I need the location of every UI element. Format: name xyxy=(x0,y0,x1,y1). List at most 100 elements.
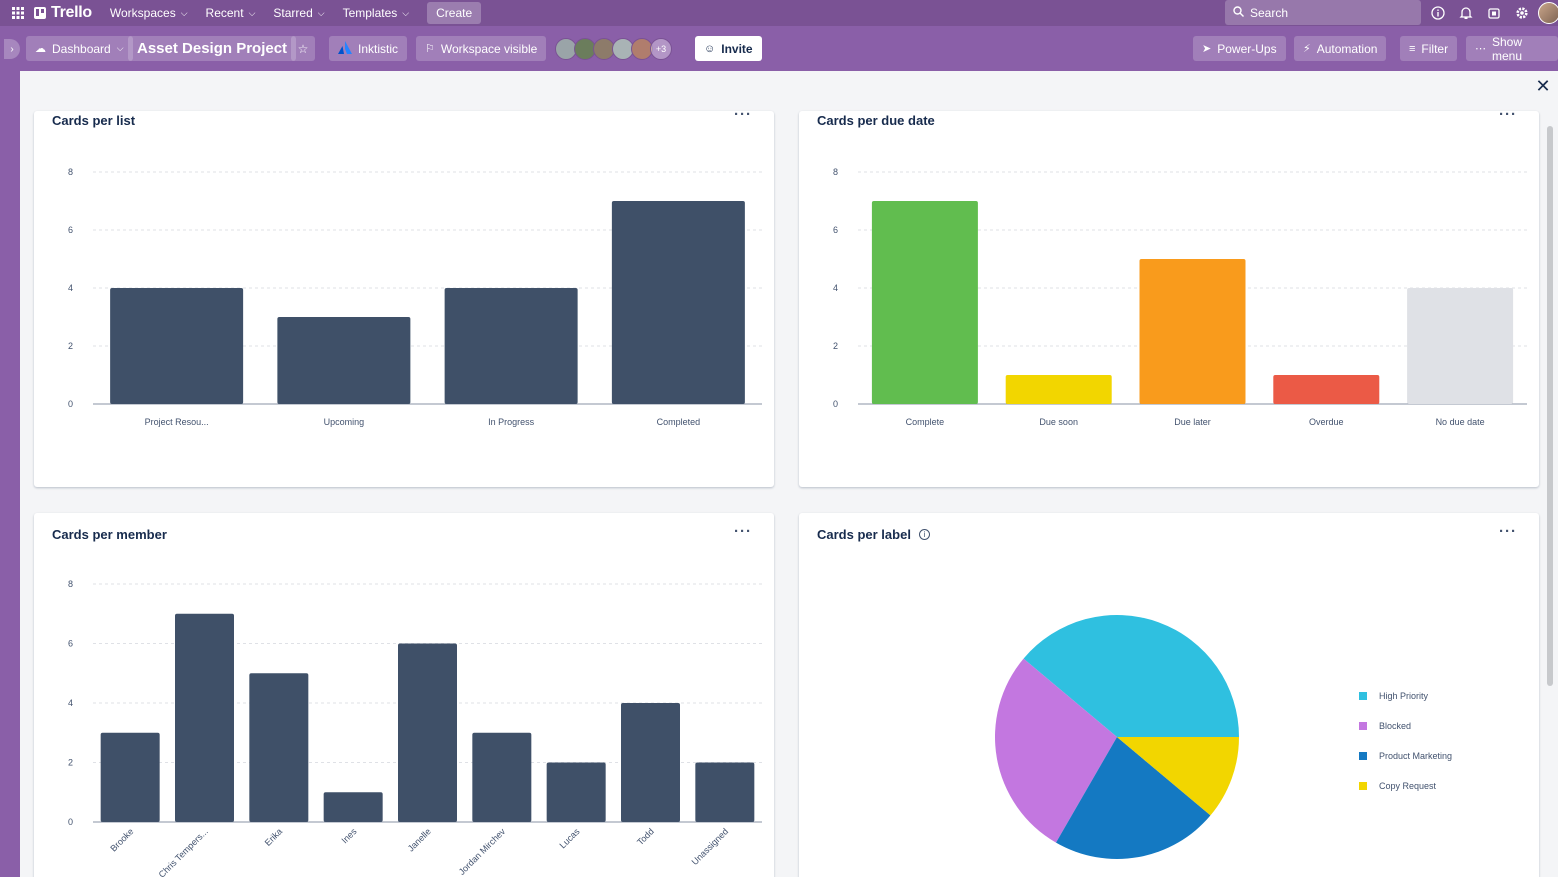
chevron-down-icon: ⌵ xyxy=(248,7,256,18)
x-tick-label: Janelle xyxy=(406,826,433,853)
bar xyxy=(1005,375,1112,404)
card-menu-icon[interactable]: ··· xyxy=(1499,523,1517,540)
nav-recent[interactable]: Recent ⌵ xyxy=(206,6,256,20)
y-tick-label: 2 xyxy=(68,758,73,768)
chevron-down-icon: ⌵ xyxy=(116,43,124,53)
pie-legend: High Priority Blocked Product Marketing … xyxy=(1359,681,1452,801)
board-title[interactable]: Asset Design Project xyxy=(128,36,297,61)
bar xyxy=(398,643,457,822)
bar xyxy=(100,732,160,822)
trello-logo[interactable]: Trello xyxy=(34,4,92,22)
card-menu-icon[interactable]: ··· xyxy=(734,523,752,540)
y-tick-label: 2 xyxy=(68,341,73,351)
x-tick-label: Project Resou... xyxy=(145,417,209,427)
x-tick-label: Overdue xyxy=(1309,417,1344,427)
more-members-badge[interactable]: +3 xyxy=(650,38,672,60)
x-tick-label: Upcoming xyxy=(324,417,365,427)
card-title: Cards per list xyxy=(52,113,136,128)
star-icon: ☆ xyxy=(297,41,309,56)
settings-gear-icon[interactable] xyxy=(1512,3,1531,22)
workspace-members-icon: ⚐ xyxy=(425,43,435,55)
y-tick-label: 8 xyxy=(68,579,73,589)
scrollbar[interactable] xyxy=(1547,126,1553,686)
dashboard-panel: ✕ Cards per list ··· 0 2 4 6 8 Project Resou.… xyxy=(20,71,1558,877)
legend-label: Copy Request xyxy=(1379,781,1437,791)
notifications-bell-icon[interactable] xyxy=(1456,3,1475,22)
automation-label: Automation xyxy=(1316,41,1378,56)
board-header: › ☁ Dashboard ⌵ Asset Design Project ☆ I… xyxy=(0,32,1558,66)
board-view-switcher[interactable]: ☁ Dashboard ⌵ xyxy=(26,36,133,61)
power-ups-label: Power-Ups xyxy=(1217,41,1277,56)
visibility-label: Workspace visible xyxy=(440,41,538,56)
chevron-down-icon: ⌵ xyxy=(402,7,410,18)
y-tick-label: 0 xyxy=(68,399,73,409)
nav-templates[interactable]: Templates ⌵ xyxy=(343,6,410,20)
create-button[interactable]: Create xyxy=(427,2,482,24)
x-tick-label: Brooke xyxy=(108,826,135,853)
workspace-name: Inktistic xyxy=(358,41,399,56)
star-board-button[interactable]: ☆ xyxy=(291,36,315,61)
legend-label: High Priority xyxy=(1379,691,1429,701)
show-menu-label: Show menu xyxy=(1492,34,1523,63)
nav-workspaces[interactable]: Workspaces ⌵ xyxy=(110,6,188,20)
board-members[interactable]: +3 xyxy=(555,38,672,60)
bar xyxy=(621,703,680,822)
cards-per-list-chart: 0 2 4 6 8 Project Resou... Upcoming In Progress… xyxy=(68,167,762,427)
bar xyxy=(444,288,578,404)
y-tick-label: 8 xyxy=(833,167,838,177)
legend-swatch xyxy=(1359,782,1367,790)
legend-swatch xyxy=(1359,722,1367,730)
nav-recent-label: Recent xyxy=(205,6,244,20)
x-tick-label: Chris Tempers... xyxy=(157,826,210,877)
trello-logo-icon xyxy=(34,7,46,19)
close-icon[interactable]: ✕ xyxy=(1535,75,1551,96)
sidebar-expand-button[interactable]: › xyxy=(4,39,20,59)
atlassian-marketplace-icon[interactable] xyxy=(1484,3,1503,22)
cards-per-member-chart: 0 2 4 6 8 Brooke Chris Tempers... Erika Ines Jane… xyxy=(68,579,762,877)
power-ups-button[interactable]: ➤ Power-Ups xyxy=(1193,36,1286,61)
cards-per-due-date-chart: 0 2 4 6 8 Complete Due soon Due later Overdue No … xyxy=(833,167,1527,427)
invite-button[interactable]: ☺ Invite xyxy=(695,36,762,61)
search-input[interactable]: Search xyxy=(1225,0,1421,25)
add-person-icon: ☺ xyxy=(704,42,716,55)
info-icon[interactable] xyxy=(1428,3,1447,22)
bar xyxy=(1273,375,1380,404)
legend-label: Product Marketing xyxy=(1379,751,1453,761)
bar xyxy=(611,201,745,404)
card-menu-icon[interactable]: ··· xyxy=(734,106,752,123)
card-title: Cards per member xyxy=(52,527,167,542)
nav-templates-label: Templates xyxy=(342,6,398,20)
pie-slice xyxy=(1023,615,1239,737)
search-icon xyxy=(1233,5,1244,20)
visibility-button[interactable]: ⚐ Workspace visible xyxy=(416,36,547,61)
show-menu-button[interactable]: ⋯ Show menu xyxy=(1466,34,1558,63)
filter-label: Filter xyxy=(1421,41,1449,56)
x-tick-label: Lucas xyxy=(558,826,582,850)
bar xyxy=(249,673,309,822)
board-view-label: Dashboard xyxy=(52,41,111,56)
app-switcher-icon[interactable] xyxy=(8,3,28,23)
y-tick-label: 4 xyxy=(68,283,73,293)
cards-per-member-card: Cards per member ··· 0 2 4 6 8 Brooke Chris Te… xyxy=(34,513,774,877)
card-title: Cards per due date xyxy=(817,113,935,128)
card-menu-icon[interactable]: ··· xyxy=(1499,106,1517,123)
nav-starred[interactable]: Starred ⌵ xyxy=(273,6,324,20)
y-tick-label: 2 xyxy=(833,341,838,351)
info-icon[interactable]: i xyxy=(918,529,930,540)
legend-swatch xyxy=(1359,752,1367,760)
x-tick-label: Due later xyxy=(1174,417,1211,427)
filter-button[interactable]: ≡ Filter xyxy=(1400,36,1458,61)
legend-item: Blocked xyxy=(1359,711,1452,741)
bar xyxy=(695,762,755,822)
user-avatar[interactable] xyxy=(1538,2,1558,24)
workspace-button[interactable]: Inktistic xyxy=(329,36,408,61)
automation-button[interactable]: ⚡ Automation xyxy=(1294,36,1387,61)
x-tick-label: Ines xyxy=(339,826,358,845)
nav-starred-label: Starred xyxy=(273,6,313,20)
atlassian-logo-icon xyxy=(338,40,352,57)
cards-per-label-card: Cards per label i ··· High Priority Bloc… xyxy=(799,513,1539,877)
chevron-down-icon: ⌵ xyxy=(180,7,188,18)
cards-per-list-card: Cards per list ··· 0 2 4 6 8 Project Resou...… xyxy=(34,106,774,487)
search-placeholder: Search xyxy=(1250,5,1289,20)
x-tick-label: In Progress xyxy=(488,417,535,427)
